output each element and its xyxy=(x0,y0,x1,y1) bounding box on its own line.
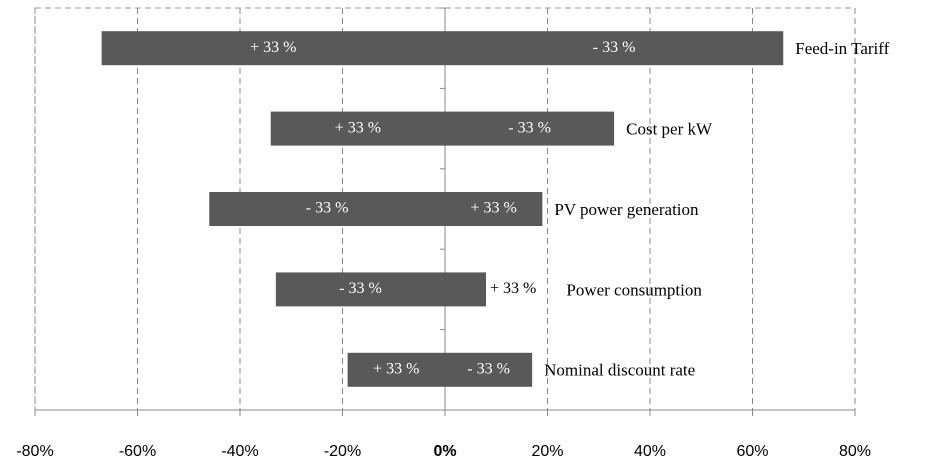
x-tick-label: -60% xyxy=(119,443,156,460)
bar-label: + 33 % xyxy=(335,119,381,136)
category-label: Power consumption xyxy=(566,280,702,299)
bar xyxy=(101,31,445,66)
bar-label: + 33 % xyxy=(490,280,536,297)
x-tick-label: 80% xyxy=(839,443,871,460)
category-label: Nominal discount rate xyxy=(544,361,695,380)
bar xyxy=(270,111,445,146)
bar-label: - 33 % xyxy=(306,200,349,217)
category-label: PV power generation xyxy=(554,200,699,219)
category-label: Feed-in Tariff xyxy=(795,39,889,58)
bar-label: - 33 % xyxy=(508,119,551,136)
bar-label: - 33 % xyxy=(467,360,510,377)
bar xyxy=(445,192,543,226)
bar-label: + 33 % xyxy=(373,360,419,377)
bar xyxy=(445,111,615,146)
x-tick-label: 0% xyxy=(433,443,456,460)
bar xyxy=(445,272,486,307)
bar-label: + 33 % xyxy=(471,200,517,217)
x-tick-label: -40% xyxy=(221,443,258,460)
category-label: Cost per kW xyxy=(626,120,713,139)
bar xyxy=(275,272,445,307)
bar-label: + 33 % xyxy=(250,39,296,56)
bar xyxy=(209,192,445,226)
x-tick-label: -80% xyxy=(16,443,53,460)
bar xyxy=(347,352,445,387)
x-tick-label: -20% xyxy=(324,443,361,460)
bar-label: - 33 % xyxy=(593,39,636,56)
bar-label: - 33 % xyxy=(339,280,382,297)
bar xyxy=(445,352,533,387)
bar xyxy=(445,31,784,66)
x-tick-label: 60% xyxy=(736,443,768,460)
x-tick-label: 40% xyxy=(634,443,666,460)
x-tick-label: 20% xyxy=(531,443,563,460)
